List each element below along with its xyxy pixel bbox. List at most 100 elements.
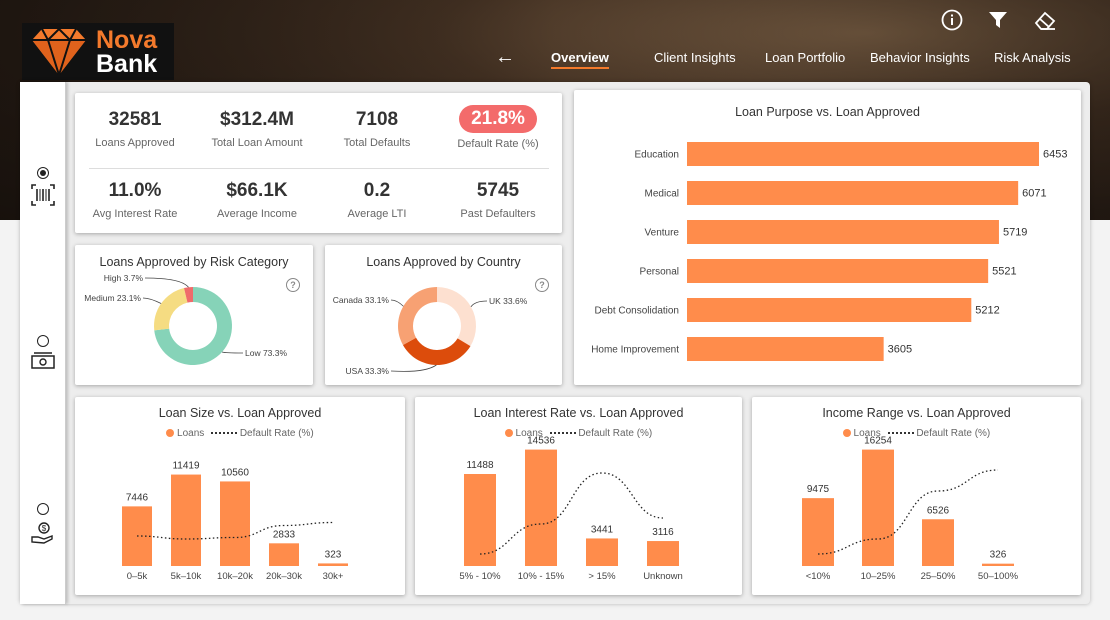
income-range-card: Income Range vs. Loan Approved Loans Def… — [752, 397, 1081, 595]
loan-size-card: Loan Size vs. Loan Approved Loans Defaul… — [75, 397, 405, 595]
chart-title: Loan Purpose vs. Loan Approved — [735, 105, 920, 119]
legend-label: Default Rate (%) — [578, 428, 653, 439]
top-nav: ← Overview Client Insights Loan Portfoli… — [0, 46, 1110, 72]
help-icon[interactable]: ? — [286, 278, 300, 292]
tick-label: 25–50% — [921, 571, 956, 582]
kpi-value: 0.2 — [363, 180, 391, 201]
tab-client-insights[interactable]: Client Insights — [654, 50, 736, 65]
category-label: Home Improvement — [591, 345, 679, 356]
category-label: Medical — [645, 189, 679, 200]
interest-rate-card: Loan Interest Rate vs. Loan Approved Loa… — [415, 397, 742, 595]
legend-label: Default Rate (%) — [239, 428, 314, 439]
back-arrow-icon[interactable]: ← — [495, 46, 515, 68]
tick-label: 10–25% — [861, 571, 896, 582]
bar-debt-consolidation — [687, 298, 972, 322]
tab-loan-portfolio[interactable]: Loan Portfolio — [765, 50, 846, 65]
eraser-icon[interactable] — [1032, 8, 1058, 32]
leader-line — [221, 351, 244, 354]
bar-2 — [922, 519, 954, 566]
legend-label: Loans — [177, 428, 205, 439]
bar-4 — [318, 563, 348, 566]
tick-label: 10k–20k — [217, 571, 253, 582]
interest-rate-combo-chart: 11488 5% - 10% 14536 10% - 15% 3441 > 15% 3116… — [459, 436, 682, 582]
category-label: Personal — [640, 267, 679, 278]
leader-line — [144, 277, 189, 288]
category-label: Venture — [645, 228, 680, 239]
donut-slice-uk — [437, 287, 476, 347]
chart-title: Income Range vs. Loan Approved — [822, 406, 1011, 420]
kpi-average-lti: 0.2 Average LTI — [317, 180, 437, 220]
leader-line — [470, 300, 488, 308]
sidebar-item-overview[interactable] — [20, 167, 66, 207]
kpi-loans-approved: 32581 Loans Approved — [75, 109, 195, 149]
svg-text:$: $ — [42, 524, 47, 533]
brand-name-bottom: Bank — [96, 49, 158, 78]
sidebar-item-income[interactable]: $ — [20, 503, 66, 545]
tab-behavior-insights[interactable]: Behavior Insights — [870, 50, 970, 65]
slice-label: Canada 33.1% — [333, 295, 390, 305]
bar-3 — [982, 563, 1014, 566]
brand-name-top: Nova — [96, 25, 158, 54]
data-label: 3116 — [652, 527, 674, 538]
bar-2 — [220, 481, 250, 566]
filter-icon[interactable] — [986, 8, 1010, 32]
tick-label: 20k–30k — [266, 571, 302, 582]
brand-logo: Nova Bank — [22, 23, 174, 80]
help-icon[interactable]: ? — [535, 278, 549, 292]
data-label: 6453 — [1043, 149, 1067, 161]
slice-label: Medium 23.1% — [84, 293, 141, 303]
chart-title: Loans Approved by Country — [366, 255, 521, 269]
data-label: 7446 — [126, 492, 149, 503]
money-hand-icon: $ — [31, 522, 53, 544]
data-label: 3441 — [591, 524, 614, 535]
kpi-value-highlight: 21.8% — [459, 105, 537, 133]
chart-title: Loan Size vs. Loan Approved — [158, 406, 322, 420]
sidebar-radio[interactable] — [37, 503, 49, 515]
chart-title: Loans Approved by Risk Category — [99, 255, 289, 269]
data-label: 326 — [990, 550, 1007, 561]
kpi-average-income: $66.1K Average Income — [197, 180, 317, 220]
loan-size-combo-chart: 7446 0–5k 11419 5k–10k 10560 10k–20k 2833 20k–3… — [122, 461, 348, 582]
donut-slice-canada — [398, 287, 437, 346]
sidebar-radio[interactable] — [37, 167, 49, 179]
income-range-combo-chart: 9475 <10% 16254 10–25% 6526 25–50% 326 50–100% — [802, 436, 1019, 582]
sidebar-item-loans[interactable] — [20, 335, 66, 371]
info-icon[interactable] — [940, 8, 964, 32]
data-label: 323 — [325, 549, 342, 560]
tick-label: <10% — [806, 571, 831, 582]
default-rate-line — [817, 469, 999, 555]
sidebar: $ — [20, 82, 66, 604]
kpi-label: Default Rate (%) — [457, 138, 539, 150]
data-label: 6071 — [1022, 188, 1046, 200]
category-label: Education — [635, 150, 679, 161]
kpi-label: Total Loan Amount — [211, 137, 303, 149]
kpi-past-defaulters: 5745 Past Defaulters — [438, 180, 558, 220]
sidebar-radio[interactable] — [37, 335, 49, 347]
barcode-scan-icon — [31, 184, 55, 206]
default-rate-line — [136, 521, 334, 540]
legend-swatch-bar — [504, 429, 513, 437]
category-label: Debt Consolidation — [595, 306, 680, 317]
tick-label: 5k–10k — [171, 571, 202, 582]
data-label: 9475 — [807, 484, 830, 495]
bar-3 — [269, 543, 299, 566]
bar-education — [687, 142, 1039, 166]
legend-swatch-bar — [842, 429, 851, 437]
tick-label: 5% - 10% — [459, 571, 501, 582]
kpi-label: Avg Interest Rate — [92, 208, 178, 220]
kpi-total-defaults: 7108 Total Defaults — [317, 109, 437, 149]
default-rate-line — [479, 472, 664, 555]
data-label: 16254 — [864, 436, 892, 447]
tick-label: 10% - 15% — [518, 571, 565, 582]
slice-label: Low 73.3% — [245, 348, 287, 358]
leader-line — [390, 364, 437, 372]
legend-label: Default Rate (%) — [916, 428, 991, 439]
leader-line — [390, 299, 404, 307]
loan-purpose-card: Loan Purpose vs. Loan Approved Education… — [574, 90, 1081, 385]
tab-overview[interactable]: Overview — [551, 50, 609, 69]
bar-3 — [647, 541, 679, 566]
data-label: 11488 — [466, 460, 494, 471]
tick-label: 0–5k — [127, 571, 148, 582]
bar-2 — [586, 538, 618, 566]
tab-risk-analysis[interactable]: Risk Analysis — [994, 50, 1071, 65]
